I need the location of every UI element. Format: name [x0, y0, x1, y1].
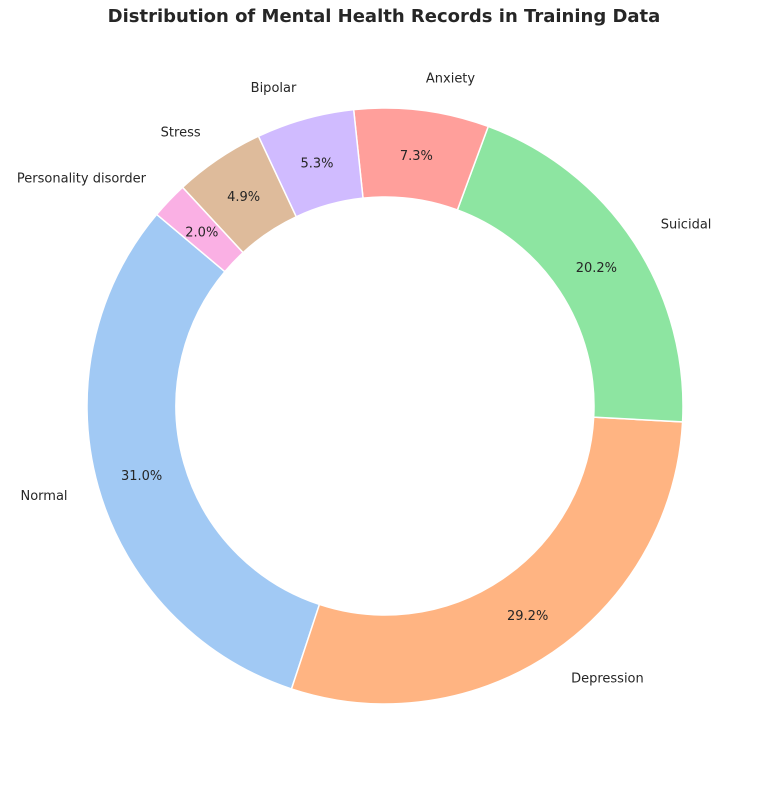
label-suicidal: Suicidal	[661, 218, 712, 233]
pct-personality-disorder: 2.0%	[185, 226, 218, 241]
pct-depression: 29.2%	[507, 609, 548, 624]
label-personality-disorder: Personality disorder	[17, 171, 147, 186]
slice-normal	[86, 213, 321, 690]
category-labels: Normal Depression Suicidal Anxiety Bipolar St…	[17, 72, 711, 687]
chart-title: Distribution of Mental Health Records in…	[107, 6, 661, 27]
pct-stress: 4.9%	[227, 190, 260, 205]
donut-slices	[86, 107, 684, 705]
label-anxiety: Anxiety	[426, 72, 476, 87]
label-bipolar: Bipolar	[251, 81, 297, 96]
pct-normal: 31.0%	[121, 469, 162, 484]
slice-depression	[290, 416, 684, 705]
slice-suicidal	[456, 125, 684, 423]
pct-suicidal: 20.2%	[576, 261, 617, 276]
pct-bipolar: 5.3%	[301, 156, 334, 171]
label-depression: Depression	[571, 672, 644, 687]
label-normal: Normal	[21, 489, 68, 504]
pct-anxiety: 7.3%	[400, 149, 433, 164]
label-stress: Stress	[161, 125, 201, 140]
percentage-labels: 31.0% 29.2% 20.2% 7.3% 5.3% 4.9% 2.0%	[121, 149, 617, 624]
slice-personality-disorder	[155, 186, 245, 273]
